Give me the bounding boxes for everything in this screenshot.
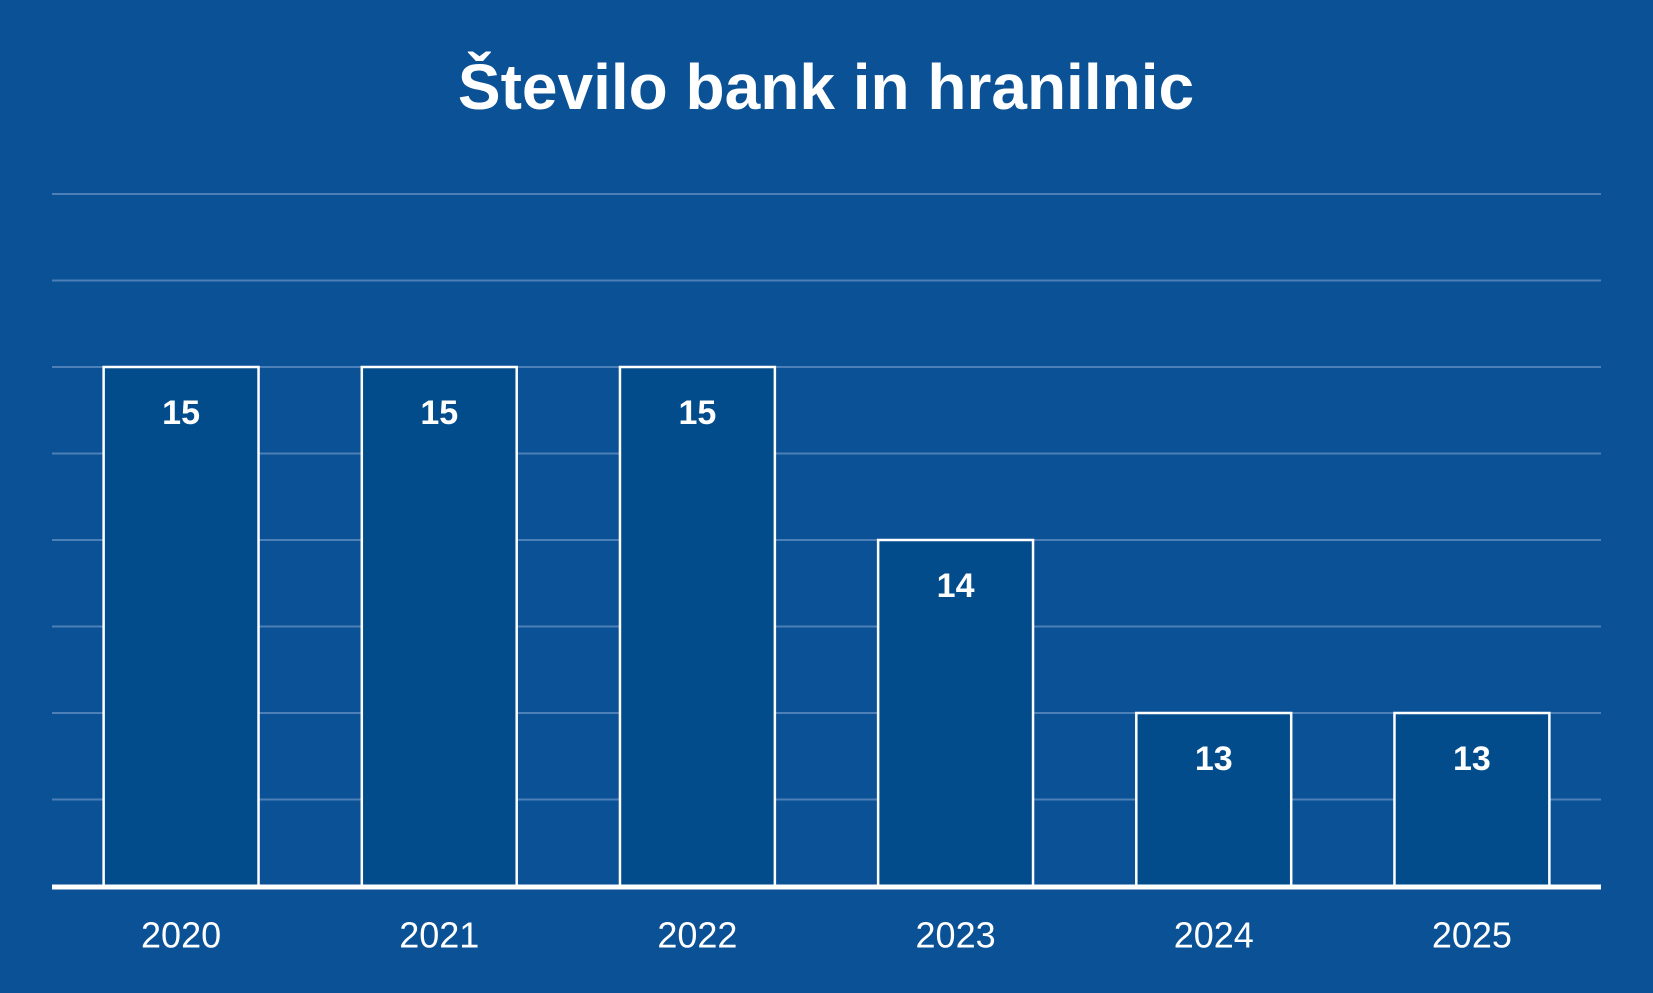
x-tick-label: 2023 xyxy=(916,915,996,956)
bar xyxy=(618,365,777,888)
chart-title: Število bank in hranilnic xyxy=(458,50,1194,123)
value-label: 15 xyxy=(420,394,458,432)
value-label: 13 xyxy=(1195,740,1233,778)
bar xyxy=(360,365,518,888)
x-tick-label: 2025 xyxy=(1432,915,1512,956)
x-tick-label: 2020 xyxy=(141,915,221,956)
value-label: 15 xyxy=(162,394,200,432)
value-label: 15 xyxy=(679,394,717,432)
x-tick-label: 2022 xyxy=(657,915,737,956)
bar xyxy=(1135,711,1293,888)
x-tick-label: 2021 xyxy=(399,915,479,956)
bar xyxy=(102,365,260,888)
value-label: 13 xyxy=(1453,740,1491,778)
bar xyxy=(876,538,1035,888)
value-label: 14 xyxy=(937,567,975,605)
x-tick-label: 2024 xyxy=(1174,915,1254,956)
bar xyxy=(1393,711,1551,888)
